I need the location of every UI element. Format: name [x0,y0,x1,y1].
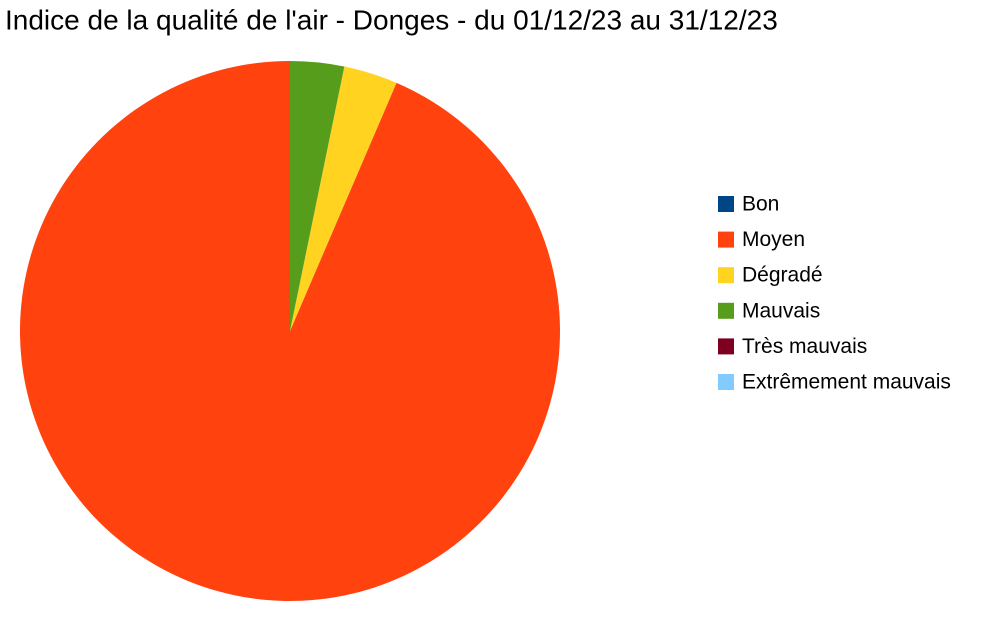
legend-swatch [718,302,734,319]
chart-title: Indice de la qualité de l'air - Donges -… [5,4,778,35]
pie-slice [19,61,561,601]
legend-swatch [718,374,734,390]
legend-label: Mauvais [742,299,820,322]
pie-slice [290,61,345,331]
legend-label: Extrêmement mauvais [742,371,951,394]
legend-label: Bon [742,193,779,216]
legend-swatch [718,231,734,248]
pie-slice [290,66,397,331]
legend-label: Moyen [742,228,805,251]
legend-swatch [718,196,734,212]
legend-swatch [718,267,734,284]
legend-swatch [718,338,734,355]
legend-label: Très mauvais [742,335,867,358]
legend-label: Dégradé [742,264,823,287]
